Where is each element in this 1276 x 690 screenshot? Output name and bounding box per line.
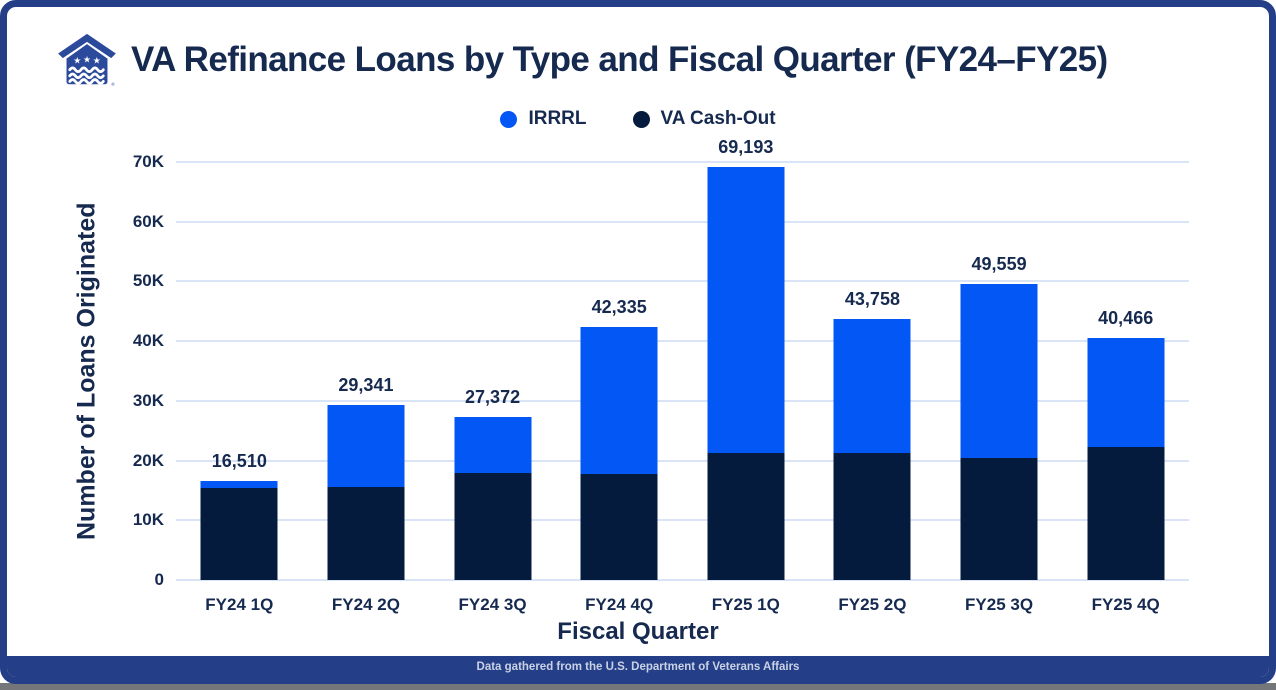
bar-total-label: 49,559	[971, 254, 1027, 275]
legend-swatch-irrrl-icon	[500, 110, 518, 128]
gridline-40K	[176, 340, 1189, 343]
bar-segment-va-cash-out	[200, 487, 278, 580]
bar-slot-fy25-3q: 49,559 FY25 3Q	[936, 162, 1063, 614]
x-tick-label: FY25 4Q	[1091, 595, 1160, 614]
y-tick-label-70K: 70K	[132, 152, 164, 171]
y-tick-label-50K: 50K	[132, 271, 164, 291]
gridline-10K	[176, 519, 1189, 522]
bar-segment-irrrl	[833, 318, 911, 454]
x-tick-label: FY24 3Q	[458, 595, 527, 614]
bar-segment-va-cash-out	[960, 457, 1038, 581]
bar-slot-fy25-2q: 43,758 FY25 2Q	[809, 162, 936, 614]
y-tick-label-40K: 40K	[132, 331, 164, 351]
legend-swatch-cash-out-icon	[632, 110, 650, 128]
gridline-20K	[176, 459, 1189, 462]
bar-slot-fy24-2q: 29,341 FY24 2Q	[303, 162, 430, 614]
x-tick-label: FY24 2Q	[331, 595, 400, 614]
bar-fy25-2q	[833, 318, 911, 580]
bar-segment-va-cash-out	[707, 452, 785, 580]
bar-total-label: 69,193	[718, 136, 774, 157]
x-tick-label: FY25 2Q	[838, 595, 907, 614]
bar-fy24-1q	[200, 481, 278, 580]
bar-slot-fy25-1q: 69,193 FY25 1Q	[683, 137, 810, 614]
gridline-70K	[176, 161, 1189, 163]
y-tick-label-10K: 10K	[132, 510, 164, 530]
bar-segment-irrrl	[454, 416, 532, 473]
footer-band: Data gathered from the U.S. Department o…	[7, 656, 1269, 677]
bar-fy24-3q	[454, 416, 532, 580]
bar-segment-va-cash-out	[580, 474, 658, 580]
logo-star-icon: ★	[93, 56, 101, 66]
gridline-50K	[176, 280, 1189, 283]
source-caption: Data gathered from the U.S. Department o…	[476, 661, 800, 673]
legend-label-va-cash-out: VA Cash-Out	[660, 108, 776, 129]
y-tick-label-30K: 30K	[132, 390, 164, 410]
bar-slot-fy24-3q: 27,372 FY24 3Q	[429, 162, 556, 614]
gridline-30K	[176, 399, 1189, 402]
x-tick-label: FY25 3Q	[965, 595, 1034, 614]
bar-fy24-2q	[327, 404, 405, 580]
y-axis-labels: 0 10K 20K 30K 40K 50K 60K 70K	[7, 152, 164, 589]
bar-segment-irrrl	[707, 166, 785, 453]
bar-segment-va-cash-out	[454, 472, 532, 580]
y-tick-label-0: 0	[154, 570, 164, 589]
bar-segment-irrrl	[960, 284, 1038, 458]
bar-total-label: 40,466	[1098, 308, 1154, 329]
bar-segment-va-cash-out	[327, 487, 405, 580]
bar-total-label: 29,341	[338, 374, 394, 395]
chart-title: VA Refinance Loans by Type and Fiscal Qu…	[131, 40, 1108, 79]
x-tick-label: FY25 1Q	[711, 595, 780, 614]
bar-total-label: 42,335	[591, 297, 647, 318]
bar-total-label: 16,510	[211, 451, 267, 472]
gridline-60K	[176, 220, 1189, 223]
registered-mark: ®	[111, 81, 115, 87]
bar-segment-va-cash-out	[1087, 446, 1165, 580]
legend-item-va-cash-out: VA Cash-Out	[632, 108, 776, 130]
bar-segment-irrrl	[200, 481, 278, 488]
va-house-logo-icon: ★ ★ ★ ®	[58, 33, 116, 87]
x-tick-label: FY24 4Q	[585, 595, 654, 614]
bar-fy25-3q	[960, 284, 1038, 581]
gridline-0	[176, 579, 1189, 581]
bar-segment-irrrl	[1087, 338, 1165, 447]
bar-slot-fy25-4q: 40,466 FY25 4Q	[1062, 162, 1189, 614]
legend-item-irrrl: IRRRL	[500, 108, 587, 130]
bar-segment-irrrl	[580, 327, 658, 475]
bar-slot-fy24-4q: 42,335 FY24 4Q	[556, 162, 683, 614]
logo-star-icon: ★	[73, 56, 81, 66]
bottom-gray-strip	[0, 683, 1276, 690]
bar-fy24-4q	[580, 327, 658, 580]
y-tick-label-20K: 20K	[132, 450, 164, 470]
x-axis-title: Fiscal Quarter	[557, 618, 719, 645]
header: ★ ★ ★ ® VA Refinance Loans by Type and F…	[57, 33, 1108, 87]
bar-total-label: 43,758	[844, 288, 900, 309]
legend-label-irrrl: IRRRL	[528, 108, 587, 129]
logo-star-icon: ★	[83, 54, 91, 64]
bar-segment-va-cash-out	[833, 453, 911, 580]
bar-fy25-1q	[707, 166, 785, 580]
bar-fy25-4q	[1087, 338, 1165, 580]
x-tick-label: FY24 1Q	[205, 595, 274, 614]
legend: IRRRL VA Cash-Out	[7, 108, 1269, 130]
plot-area: 16,510 FY24 1Q 29,341 FY24 2Q 27,372 FY24 3Q 4…	[176, 137, 1189, 614]
bar-segment-irrrl	[327, 404, 405, 488]
y-tick-label-60K: 60K	[132, 211, 164, 231]
bar-slot-fy24-1q: 16,510 FY24 1Q	[176, 162, 303, 614]
bar-total-label: 27,372	[465, 386, 521, 407]
